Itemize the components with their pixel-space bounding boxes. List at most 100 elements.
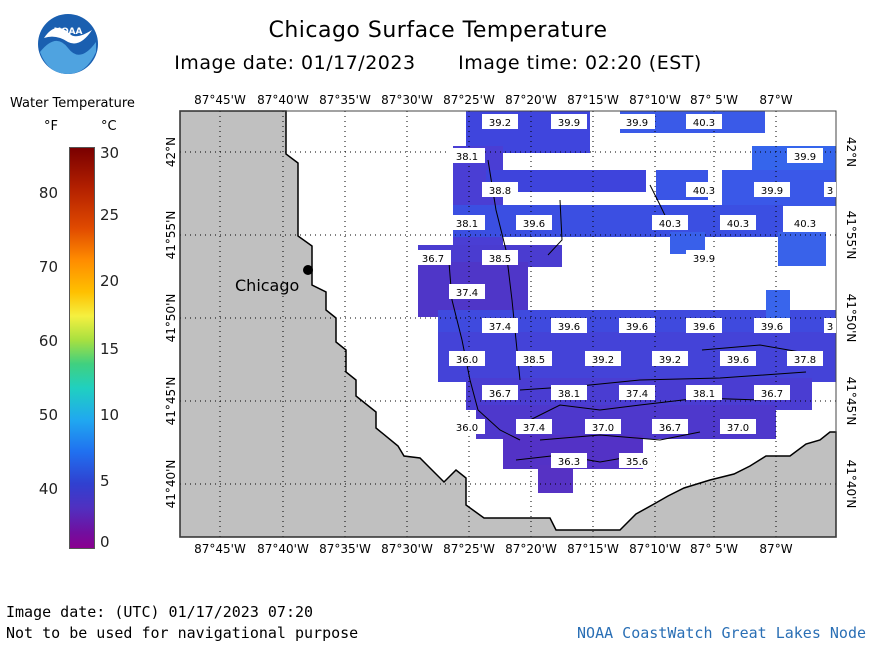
lon-label: 87°40'W [257, 93, 309, 107]
c-tick: 15 [100, 340, 120, 358]
c-tick: 0 [100, 533, 110, 551]
temp-label: 36.7 [489, 389, 511, 400]
temp-label: 36.0 [456, 355, 478, 366]
water-cell [778, 232, 826, 266]
f-tick: 40 [38, 480, 58, 498]
water-cell [538, 465, 573, 493]
temp-label: 35.6 [626, 457, 648, 468]
c-tick: 25 [100, 206, 120, 224]
lon-label: 87°20'W [505, 93, 557, 107]
temp-label: 36.7 [761, 389, 783, 400]
contour-line [701, 344, 801, 353]
temp-label: 38.1 [558, 389, 580, 400]
lat-label: 41°55'N [164, 211, 178, 260]
temp-label: 37.4 [626, 389, 648, 400]
temp-label: 39.9 [693, 254, 715, 265]
footer-disclaimer: Not to be used for navigational purpose [6, 624, 359, 642]
temp-label: 39.6 [626, 322, 648, 333]
temp-label: 37.4 [489, 322, 511, 333]
lon-label: 87°W [759, 93, 792, 107]
f-tick: 80 [38, 184, 58, 202]
temp-label: 3 [827, 186, 833, 197]
date-time-line: Image date: 01/17/2023 Image time: 02:20… [0, 52, 876, 74]
lon-label: 87°10'W [629, 93, 681, 107]
lon-label: 87°25'W [443, 93, 495, 107]
temp-label: 37.0 [727, 423, 749, 434]
lat-label: 41°40'N [844, 460, 858, 509]
footer-node-link[interactable]: NOAA CoastWatch Great Lakes Node [577, 624, 866, 642]
temp-label: 39.6 [727, 355, 749, 366]
latitude-labels-right: 42°N 41°55'N 41°50'N 41°45'N 41°40'N [844, 137, 858, 509]
temp-label: 36.7 [659, 423, 681, 434]
lon-label: 87°15'W [567, 542, 619, 556]
legend-unit-f: °F [44, 119, 58, 134]
lat-label: 42°N [164, 137, 178, 167]
temp-label: 40.3 [693, 186, 715, 197]
footer-utc-date: Image date: (UTC) 01/17/2023 07:20 [6, 603, 314, 621]
water-cell [670, 232, 705, 254]
temp-label: 39.9 [761, 186, 783, 197]
lon-label: 87°25'W [443, 542, 495, 556]
lon-label: 87°20'W [505, 542, 557, 556]
lon-label: 87°45'W [194, 542, 246, 556]
temp-label: 36.0 [456, 423, 478, 434]
lon-label: 87° 5'W [690, 542, 738, 556]
lon-label: 87°W [759, 542, 792, 556]
temp-label: 39.2 [592, 355, 614, 366]
land-west [179, 110, 837, 538]
city-label: Chicago [235, 276, 299, 295]
temp-label: 38.1 [693, 389, 715, 400]
temp-label: 37.0 [592, 423, 614, 434]
temp-label: 39.2 [489, 118, 511, 129]
lon-label: 87°30'W [381, 93, 433, 107]
f-tick: 50 [38, 406, 58, 424]
lat-label: 41°50'N [164, 294, 178, 343]
c-tick: 10 [100, 406, 120, 424]
temp-label: 39.6 [558, 322, 580, 333]
page-title: Chicago Surface Temperature [268, 18, 608, 43]
contour-line [447, 249, 521, 441]
f-tick: 70 [38, 258, 58, 276]
lon-label: 87°35'W [319, 542, 371, 556]
temperature-labels: 39.2 39.9 39.9 40.3 38.1 39.9 38.8 40.3 … [415, 114, 836, 468]
lon-label: 87° 5'W [690, 93, 738, 107]
lat-label: 41°45'N [844, 377, 858, 426]
lon-label: 87°45'W [194, 93, 246, 107]
temp-label: 3 [827, 322, 833, 333]
temperature-colorbar [69, 147, 95, 549]
temp-label: 37.8 [794, 355, 816, 366]
image-date: Image date: 01/17/2023 [174, 52, 416, 74]
longitude-labels-bottom: 87°45'W 87°40'W 87°35'W 87°30'W 87°25'W … [194, 542, 793, 556]
noaa-logo: NOAA [38, 14, 98, 74]
latitude-labels-left: 42°N 41°55'N 41°50'N 41°45'N 41°40'N [164, 137, 178, 509]
contour-line [547, 199, 563, 256]
image-time: Image time: 02:20 (EST) [458, 52, 702, 74]
temp-label: 38.5 [489, 254, 511, 265]
temp-label: 39.9 [626, 118, 648, 129]
lon-label: 87°40'W [257, 542, 309, 556]
c-tick: 20 [100, 272, 120, 290]
c-tick: 30 [100, 144, 120, 162]
temp-label: 39.6 [761, 322, 783, 333]
longitude-labels-top: 87°45'W 87°40'W 87°35'W 87°30'W 87°25'W … [194, 93, 793, 107]
temp-label: 40.3 [794, 219, 816, 230]
logo-text: NOAA [54, 27, 83, 37]
temp-label: 40.3 [693, 118, 715, 129]
temp-label: 38.5 [523, 355, 545, 366]
lat-label: 41°40'N [164, 460, 178, 509]
temp-label: 40.3 [659, 219, 681, 230]
temp-label: 39.9 [794, 152, 816, 163]
water-cell [438, 332, 836, 382]
temp-label: 37.4 [456, 288, 478, 299]
contour-line [487, 159, 521, 381]
c-tick: 5 [100, 472, 110, 490]
temp-label: 39.6 [523, 219, 545, 230]
lat-label: 42°N [844, 137, 858, 167]
temp-label: 37.4 [523, 423, 545, 434]
chicago-marker [303, 265, 313, 275]
water-cell [486, 170, 646, 192]
lon-label: 87°30'W [381, 542, 433, 556]
temp-label: 40.3 [727, 219, 749, 230]
legend-unit-c: °C [101, 119, 117, 134]
